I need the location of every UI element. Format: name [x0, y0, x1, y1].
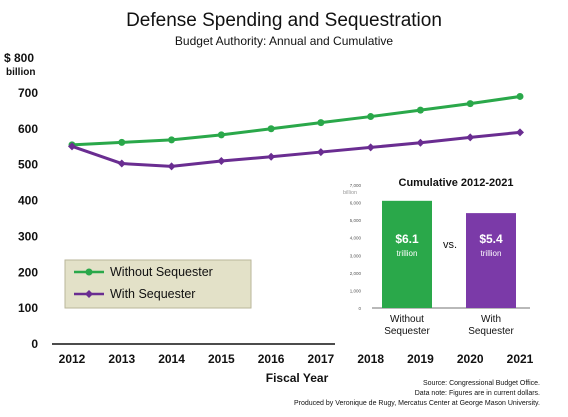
inset-bars: $6.1trillionWithoutSequester$5.4trillion… [382, 200, 516, 337]
inset-bar-unit-0: trillion [397, 249, 418, 258]
y-tick-label-200: 200 [18, 265, 38, 279]
series-0-point-2017 [317, 119, 325, 127]
series-0-point-2015 [217, 131, 225, 139]
series-1-point-2012 [68, 142, 76, 151]
series-1-point-2014 [167, 162, 176, 171]
x-tick-label-2013: 2013 [108, 352, 135, 366]
inset-y-unit: billion [343, 190, 357, 196]
series-0-point-2014 [168, 136, 176, 144]
source-note: Source: Congressional Budget Office. [423, 380, 540, 387]
y-tick-label-600: 600 [18, 122, 38, 136]
credit-note: Produced by Veronique de Rugy, Mercatus … [294, 400, 540, 407]
series-1-point-2018 [366, 143, 375, 152]
series-1-point-2019 [416, 138, 425, 147]
legend-swatch-marker-0 [85, 268, 93, 276]
series-0-point-2016 [267, 125, 275, 133]
inset-category-line1-0: Without [390, 314, 424, 325]
y-axis-unit-top: $ 800 [4, 51, 34, 65]
chart-subtitle: Budget Authority: Annual and Cumulative [175, 34, 393, 48]
x-tick-label-2014: 2014 [158, 352, 185, 366]
series-0-point-2019 [416, 106, 424, 114]
chart-title: Defense Spending and Sequestration [126, 10, 442, 31]
legend: Without Sequester With Sequester [64, 259, 252, 309]
series-1-point-2021 [516, 128, 524, 137]
y-tick-label-100: 100 [18, 301, 38, 315]
inset-bar-1 [466, 213, 516, 308]
inset-vs-label: vs. [443, 239, 457, 251]
x-tick-label-2012: 2012 [59, 352, 86, 366]
inset-y-tick-5000: 5,000 [350, 218, 362, 223]
inset-y-tick-6000: 6,000 [350, 201, 362, 206]
y-axis-unit-bottom: billion [6, 67, 35, 78]
inset-bar-value-1: $5.4 [479, 232, 503, 246]
inset-bar-unit-1: trillion [481, 249, 502, 258]
inset-category-line2-1: Sequester [468, 326, 514, 337]
series-1-point-2017 [316, 148, 325, 157]
series-0-point-2020 [466, 100, 474, 108]
inset-y-tick-3000: 3,000 [350, 253, 362, 258]
inset-bar-value-0: $6.1 [395, 232, 419, 246]
inset-y-tick-labels: 0 1,000 2,000 3,000 4,000 5,000 6,000 7,000 [350, 183, 362, 311]
inset-y-tick-7000: 7,000 [350, 183, 362, 188]
series-line-0 [71, 94, 521, 147]
inset-y-tick-1000: 1,000 [350, 288, 362, 293]
data-note: Data note: Figures are in current dollar… [415, 390, 540, 397]
series-1-point-2015 [217, 157, 226, 166]
inset-y-tick-0: 0 [358, 306, 361, 311]
inset-bar-0 [382, 200, 432, 308]
y-tick-label-500: 500 [18, 158, 38, 172]
inset-y-tick-2000: 2,000 [350, 271, 362, 276]
series-1-point-2013 [117, 159, 126, 168]
legend-box [64, 259, 252, 309]
y-tick-label-700: 700 [18, 86, 38, 100]
x-axis-title: Fiscal Year [266, 371, 329, 385]
legend-label-1: With Sequester [110, 287, 195, 301]
inset-y-tick-4000: 4,000 [350, 236, 362, 241]
x-tick-label-2016: 2016 [258, 352, 285, 366]
series-0-point-2021 [516, 92, 524, 100]
y-tick-labels: 0 100 200 300 400 500 600 700 [18, 86, 38, 351]
series-1-point-2016 [267, 152, 276, 161]
y-tick-label-0: 0 [31, 337, 38, 351]
x-tick-label-2021: 2021 [507, 352, 534, 366]
inset-category-line1-1: With [481, 314, 501, 325]
inset-category-line2-0: Sequester [384, 326, 430, 337]
x-tick-label-2019: 2019 [407, 352, 434, 366]
x-tick-labels: 2012 2013 2014 2015 2016 2017 2018 2019 2020 2021 [59, 352, 534, 366]
x-tick-label-2015: 2015 [208, 352, 235, 366]
x-tick-label-2020: 2020 [457, 352, 484, 366]
series-0-point-2013 [118, 138, 126, 146]
series-line-1 [71, 130, 521, 168]
y-tick-label-300: 300 [18, 229, 38, 243]
x-tick-label-2017: 2017 [308, 352, 335, 366]
cumulative-inset: Cumulative 2012-2021 billion 0 1,000 2,000… [335, 168, 543, 346]
legend-swatch-marker-1 [85, 290, 93, 298]
line-series [68, 92, 524, 171]
x-tick-label-2018: 2018 [357, 352, 384, 366]
series-0-point-2018 [367, 113, 375, 121]
inset-title: Cumulative 2012-2021 [399, 177, 514, 189]
legend-label-0: Without Sequester [110, 265, 213, 279]
y-tick-label-400: 400 [18, 194, 38, 208]
series-1-point-2020 [466, 133, 475, 142]
